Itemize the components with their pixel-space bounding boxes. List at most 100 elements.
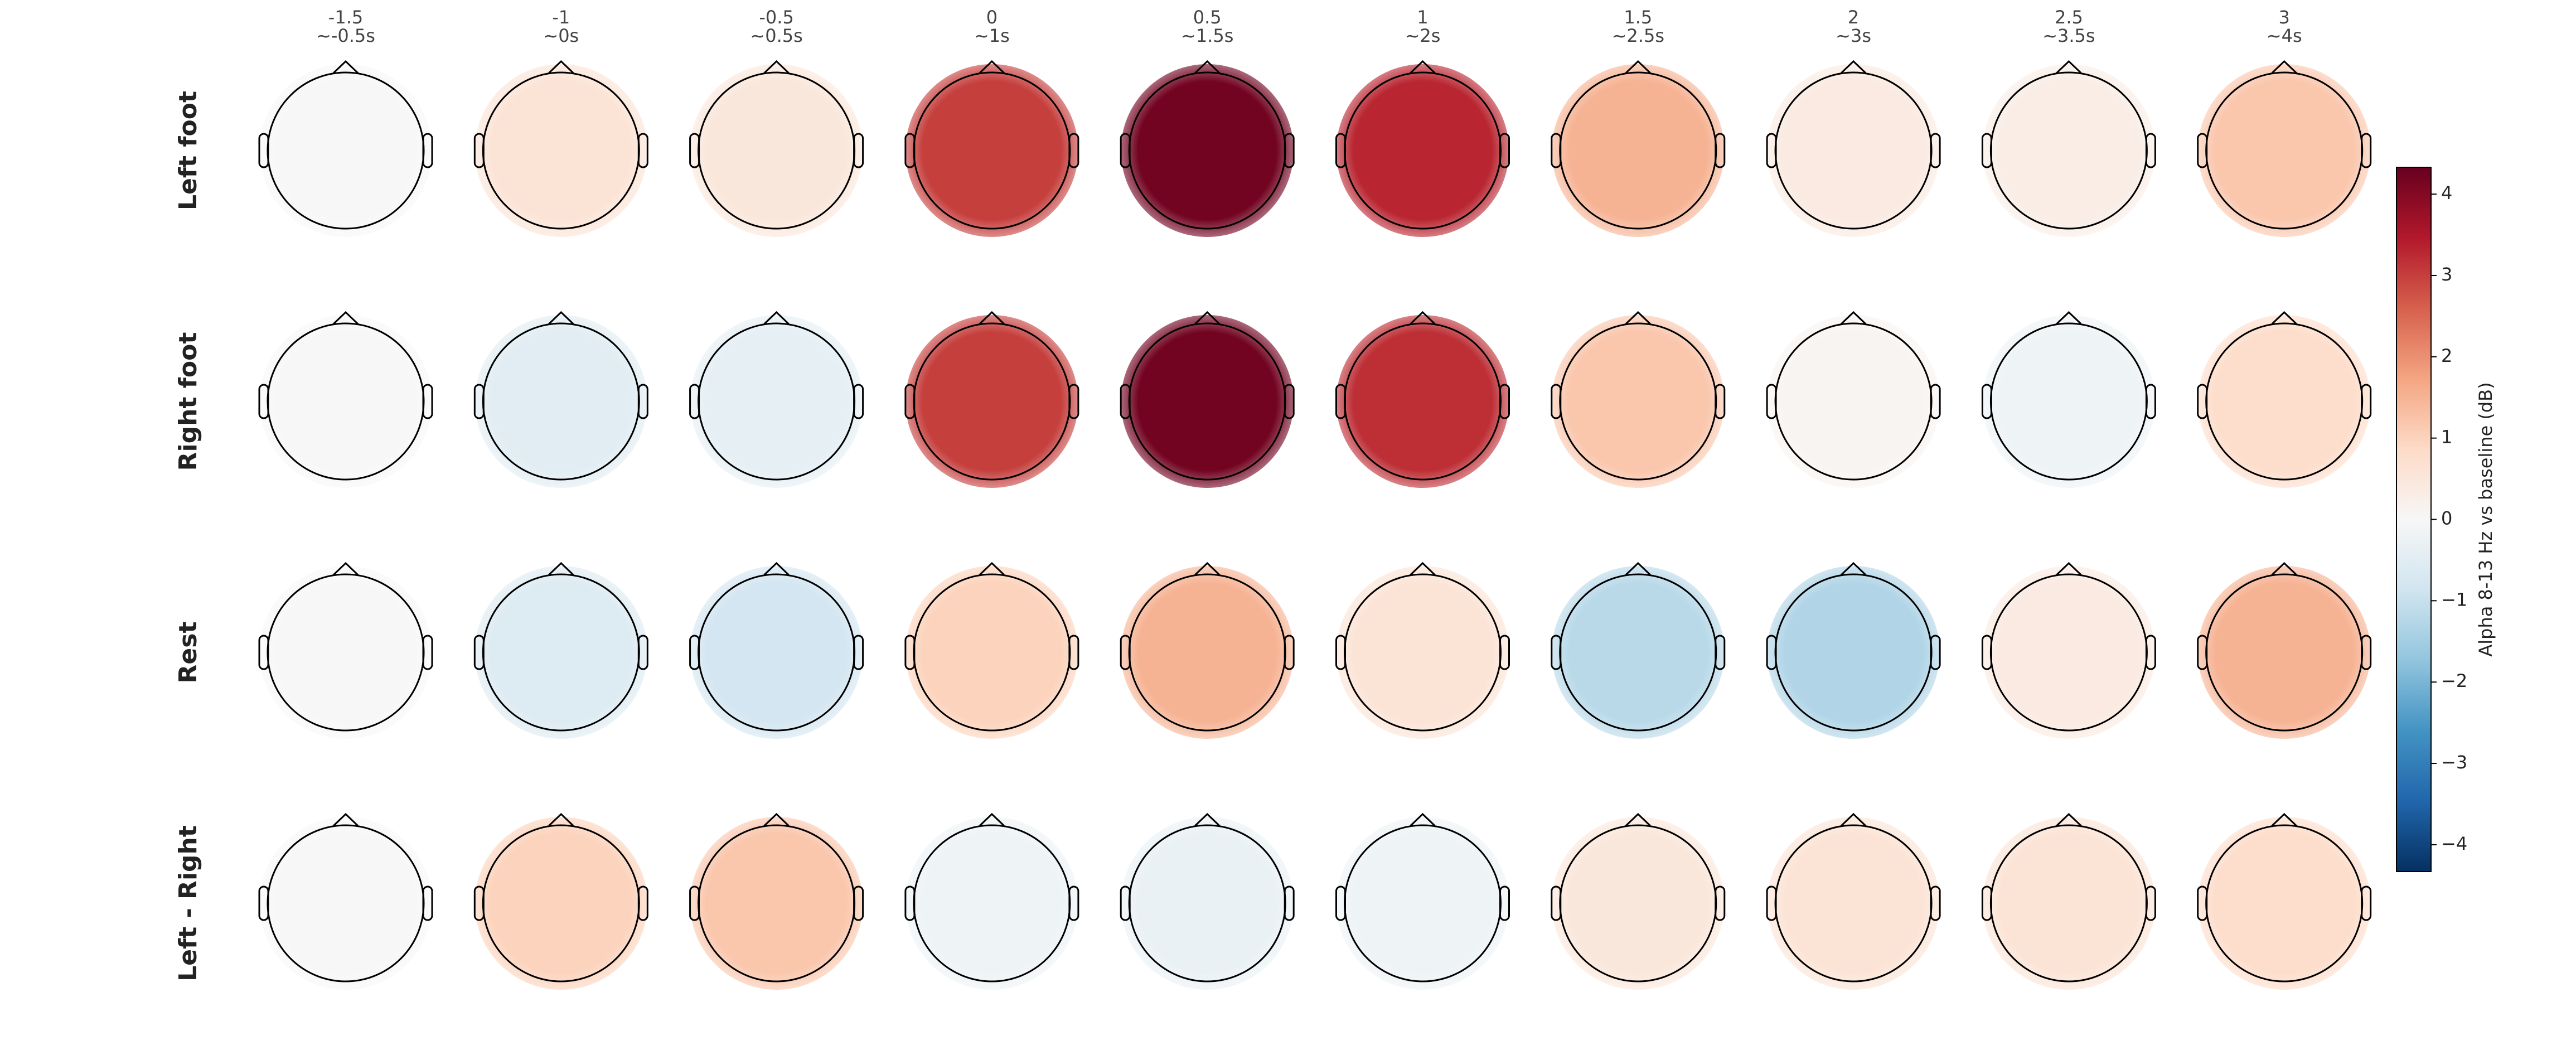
head-outline — [763, 812, 790, 827]
topomap — [1336, 315, 1509, 488]
head-outline — [913, 322, 1071, 481]
head-outline — [1194, 812, 1221, 827]
head-outline — [1774, 573, 1933, 732]
head-outline — [332, 311, 359, 325]
head-outline — [1410, 311, 1436, 325]
colorbar-tick-label: 0 — [2441, 508, 2452, 529]
column-label: 1 — [1417, 7, 1428, 28]
head-outline — [913, 573, 1071, 732]
head-outline — [267, 322, 425, 481]
head-outline — [1989, 71, 2148, 230]
head-outline — [979, 311, 1005, 325]
head-outline — [482, 71, 640, 230]
column-window: ~4s — [2267, 25, 2302, 46]
topomap — [690, 817, 863, 990]
topomap — [474, 64, 648, 237]
topomap — [474, 315, 648, 488]
head-outline — [763, 60, 790, 74]
head-outline — [2205, 573, 2364, 732]
colorbar-tick-label: 3 — [2441, 264, 2452, 285]
head-outline — [979, 562, 1005, 576]
head-outline — [2056, 311, 2082, 325]
head-outline — [2271, 562, 2297, 576]
head-outline — [913, 824, 1071, 983]
head-outline — [332, 562, 359, 576]
head-outline — [2271, 311, 2297, 325]
head-outline — [482, 824, 640, 983]
topomap — [1767, 817, 1940, 990]
head-outline — [332, 812, 359, 827]
topomap — [259, 817, 432, 990]
topomap — [1121, 315, 1294, 488]
head-outline — [1128, 824, 1286, 983]
head-outline — [1625, 562, 1651, 576]
head-outline — [482, 573, 640, 732]
head-outline — [548, 311, 574, 325]
row-label: Right foot — [174, 332, 202, 471]
head-outline — [698, 573, 856, 732]
head-outline — [1841, 812, 1867, 827]
topomap — [474, 566, 648, 739]
head-outline — [1344, 71, 1502, 230]
topomap — [690, 315, 863, 488]
head-outline — [482, 322, 640, 481]
head-outline — [1559, 322, 1717, 481]
head-outline — [2271, 60, 2297, 74]
head-outline — [267, 573, 425, 732]
head-outline — [2271, 812, 2297, 827]
head-outline — [698, 824, 856, 983]
topomap — [2197, 315, 2371, 488]
column-window: ~1s — [974, 25, 1010, 46]
head-outline — [2205, 824, 2364, 983]
column-label: 2 — [1848, 7, 1859, 28]
head-outline — [1344, 322, 1502, 481]
head-outline — [979, 60, 1005, 74]
topomap — [1551, 64, 1725, 237]
topomap — [1767, 315, 1940, 488]
topomap — [1982, 566, 2156, 739]
topomap — [1767, 566, 1940, 739]
head-outline — [979, 812, 1005, 827]
topomap — [1982, 64, 2156, 237]
head-outline — [763, 311, 790, 325]
head-outline — [698, 322, 856, 481]
topomap — [690, 566, 863, 739]
topomap — [905, 566, 1078, 739]
topomap — [1336, 64, 1509, 237]
head-outline — [1194, 311, 1221, 325]
topomap — [1551, 566, 1725, 739]
column-window: ~-0.5s — [316, 25, 375, 46]
head-outline — [1194, 60, 1221, 74]
topomap — [1982, 817, 2156, 990]
column-window: ~2s — [1405, 25, 1441, 46]
head-outline — [548, 812, 574, 827]
row-label: Left - Right — [174, 825, 202, 981]
head-outline — [1989, 824, 2148, 983]
column-label: 0 — [986, 7, 998, 28]
head-outline — [1410, 562, 1436, 576]
column-label: -1.5 — [328, 7, 363, 28]
colorbar-tick-label: −3 — [2441, 752, 2467, 773]
head-outline — [1559, 71, 1717, 230]
topomap — [1767, 64, 1940, 237]
topomap — [905, 64, 1078, 237]
head-outline — [1774, 71, 1933, 230]
column-window: ~3s — [1836, 25, 1871, 46]
row-label: Rest — [174, 622, 202, 684]
topomap — [1121, 64, 1294, 237]
head-outline — [2056, 60, 2082, 74]
topomap — [905, 315, 1078, 488]
topomap — [259, 64, 432, 237]
topomap — [1336, 817, 1509, 990]
column-window: ~3.5s — [2042, 25, 2095, 46]
head-outline — [1625, 812, 1651, 827]
topomap — [2197, 817, 2371, 990]
head-outline — [1344, 824, 1502, 983]
head-outline — [1841, 562, 1867, 576]
head-outline — [763, 562, 790, 576]
colorbar — [2396, 167, 2432, 872]
column-label: 2.5 — [2055, 7, 2083, 28]
head-outline — [1625, 311, 1651, 325]
topomap — [259, 315, 432, 488]
